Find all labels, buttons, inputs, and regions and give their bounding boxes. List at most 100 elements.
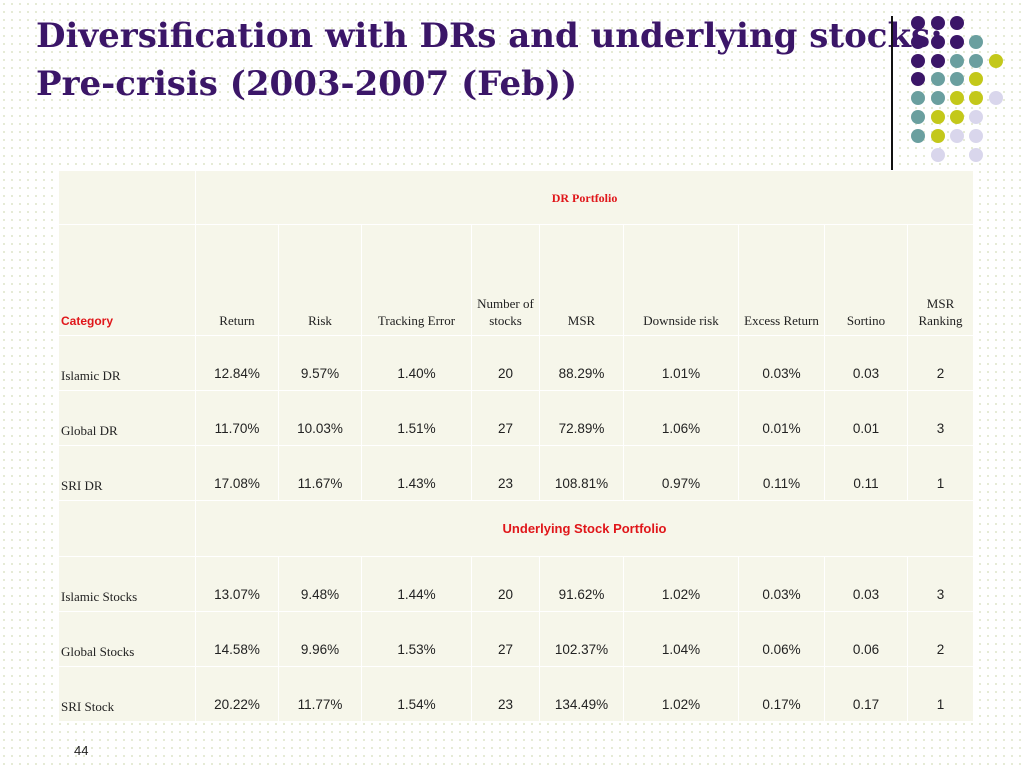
header-row: Category Return Risk Tracking Error Numb… (58, 224, 975, 336)
decorative-dot (969, 148, 983, 162)
cell-num-stocks: 20 (471, 335, 540, 391)
cell-category: Global DR (58, 390, 196, 446)
decorative-dot (989, 54, 1003, 68)
header-return: Return (195, 224, 279, 336)
dr-rows: Islamic DR 12.84% 9.57% 1.40% 20 88.29% 1.01% 0… (58, 335, 975, 501)
results-table-container: DR Portfolio Category Return Risk Tracki… (58, 170, 975, 722)
decorative-dot (969, 91, 983, 105)
cell-msr: 134.49% (539, 666, 624, 722)
cell-risk: 11.77% (278, 666, 362, 722)
stock-section-row: Underlying Stock Portfolio (58, 500, 975, 557)
cell-category: SRI Stock (58, 666, 196, 722)
cell-risk: 10.03% (278, 390, 362, 446)
cell-msr-ranking: 3 (906, 390, 975, 446)
stock-rows: Islamic Stocks 13.07% 9.48% 1.44% 20 91.62% 1.… (58, 556, 975, 722)
blank-cell (58, 500, 196, 557)
slide-title-line-2: Pre-crisis (2003-2007 (Feb)) (36, 64, 578, 104)
table-row: Global Stocks 14.58% 9.96% 1.53% 27 102.37% 1.… (58, 611, 975, 667)
cell-category: Islamic DR (58, 335, 196, 391)
header-msr-ranking-line-2: Ranking (918, 313, 963, 328)
decorative-dot (950, 35, 964, 49)
cell-msr: 102.37% (539, 611, 624, 667)
cell-excess-return: 0.03% (738, 335, 825, 391)
cell-risk: 11.67% (278, 445, 362, 501)
header-downside-risk: Downside risk (623, 224, 739, 336)
cell-excess-return: 0.11% (738, 445, 825, 501)
cell-num-stocks: 27 (471, 390, 540, 446)
cell-excess-return: 0.17% (738, 666, 825, 722)
cell-downside-risk: 1.01% (623, 335, 739, 391)
cell-downside-risk: 1.02% (623, 666, 739, 722)
table-row: SRI DR 17.08% 11.67% 1.43% 23 108.81% 0.97% 0.1… (58, 445, 975, 501)
cell-num-stocks: 23 (471, 445, 540, 501)
decorative-dot (931, 129, 945, 143)
cell-downside-risk: 1.02% (623, 556, 739, 612)
table-row: SRI Stock 20.22% 11.77% 1.54% 23 134.49% 1.02%… (58, 666, 975, 722)
decorative-dot (911, 129, 925, 143)
cell-category: SRI DR (58, 445, 196, 501)
cell-category: Global Stocks (58, 611, 196, 667)
decorative-dot (911, 110, 925, 124)
decorative-dot (931, 148, 945, 162)
header-category-label: Category (61, 314, 114, 328)
cell-sortino: 0.11 (824, 445, 908, 501)
cell-msr: 88.29% (539, 335, 624, 391)
decorative-dot (950, 72, 964, 86)
table-row: Islamic Stocks 13.07% 9.48% 1.44% 20 91.62% 1.… (58, 556, 975, 612)
section-title-stock: Underlying Stock Portfolio (194, 500, 975, 557)
cell-tracking-error: 1.53% (361, 611, 472, 667)
cell-tracking-error: 1.51% (361, 390, 472, 446)
cell-msr: 72.89% (539, 390, 624, 446)
cell-num-stocks: 23 (471, 666, 540, 722)
cell-tracking-error: 1.44% (361, 556, 472, 612)
cell-sortino: 0.01 (824, 390, 908, 446)
decorative-dot (911, 54, 925, 68)
cell-return: 17.08% (195, 445, 279, 501)
decorative-dot (931, 72, 945, 86)
decorative-dot (969, 35, 983, 49)
cell-risk: 9.57% (278, 335, 362, 391)
header-sortino: Sortino (824, 224, 908, 336)
cell-msr-ranking: 1 (906, 666, 975, 722)
cell-msr-ranking: 2 (906, 335, 975, 391)
cell-excess-return: 0.06% (738, 611, 825, 667)
cell-sortino: 0.17 (824, 666, 908, 722)
decorative-dot (950, 129, 964, 143)
cell-excess-return: 0.01% (738, 390, 825, 446)
dr-section-row: DR Portfolio (58, 170, 975, 225)
cell-num-stocks: 20 (471, 556, 540, 612)
title-divider-line (891, 16, 893, 170)
decorative-dot (989, 91, 1003, 105)
section-title-dr: DR Portfolio (194, 170, 975, 225)
page-number: 44 (74, 743, 89, 758)
cell-return: 14.58% (195, 611, 279, 667)
cell-sortino: 0.03 (824, 335, 908, 391)
cell-risk: 9.96% (278, 611, 362, 667)
cell-msr-ranking: 1 (906, 445, 975, 501)
header-tracking-error: Tracking Error (361, 224, 472, 336)
cell-downside-risk: 0.97% (623, 445, 739, 501)
decorative-dot (950, 110, 964, 124)
section-title-dr-label: DR Portfolio (551, 190, 618, 205)
header-msr-ranking-line-1: MSR (926, 296, 955, 311)
header-excess-return: Excess Return (738, 224, 825, 336)
header-msr: MSR (539, 224, 624, 336)
slide-title-line-1: Diversification with DRs and underlying … (36, 16, 943, 56)
cell-tracking-error: 1.40% (361, 335, 472, 391)
cell-downside-risk: 1.04% (623, 611, 739, 667)
cell-msr: 91.62% (539, 556, 624, 612)
cell-return: 13.07% (195, 556, 279, 612)
decorative-dot (969, 110, 983, 124)
header-number-of-stocks-line-2: stocks (489, 313, 522, 328)
decorative-dot (911, 72, 925, 86)
cell-sortino: 0.03 (824, 556, 908, 612)
decorative-dot (969, 72, 983, 86)
decorative-dot (969, 54, 983, 68)
header-risk: Risk (278, 224, 362, 336)
cell-sortino: 0.06 (824, 611, 908, 667)
header-number-of-stocks-line-1: Number of (477, 296, 534, 311)
cell-return: 11.70% (195, 390, 279, 446)
table-row: Global DR 11.70% 10.03% 1.51% 27 72.89% 1.06% 0… (58, 390, 975, 446)
cell-return: 20.22% (195, 666, 279, 722)
decorative-dot (969, 129, 983, 143)
